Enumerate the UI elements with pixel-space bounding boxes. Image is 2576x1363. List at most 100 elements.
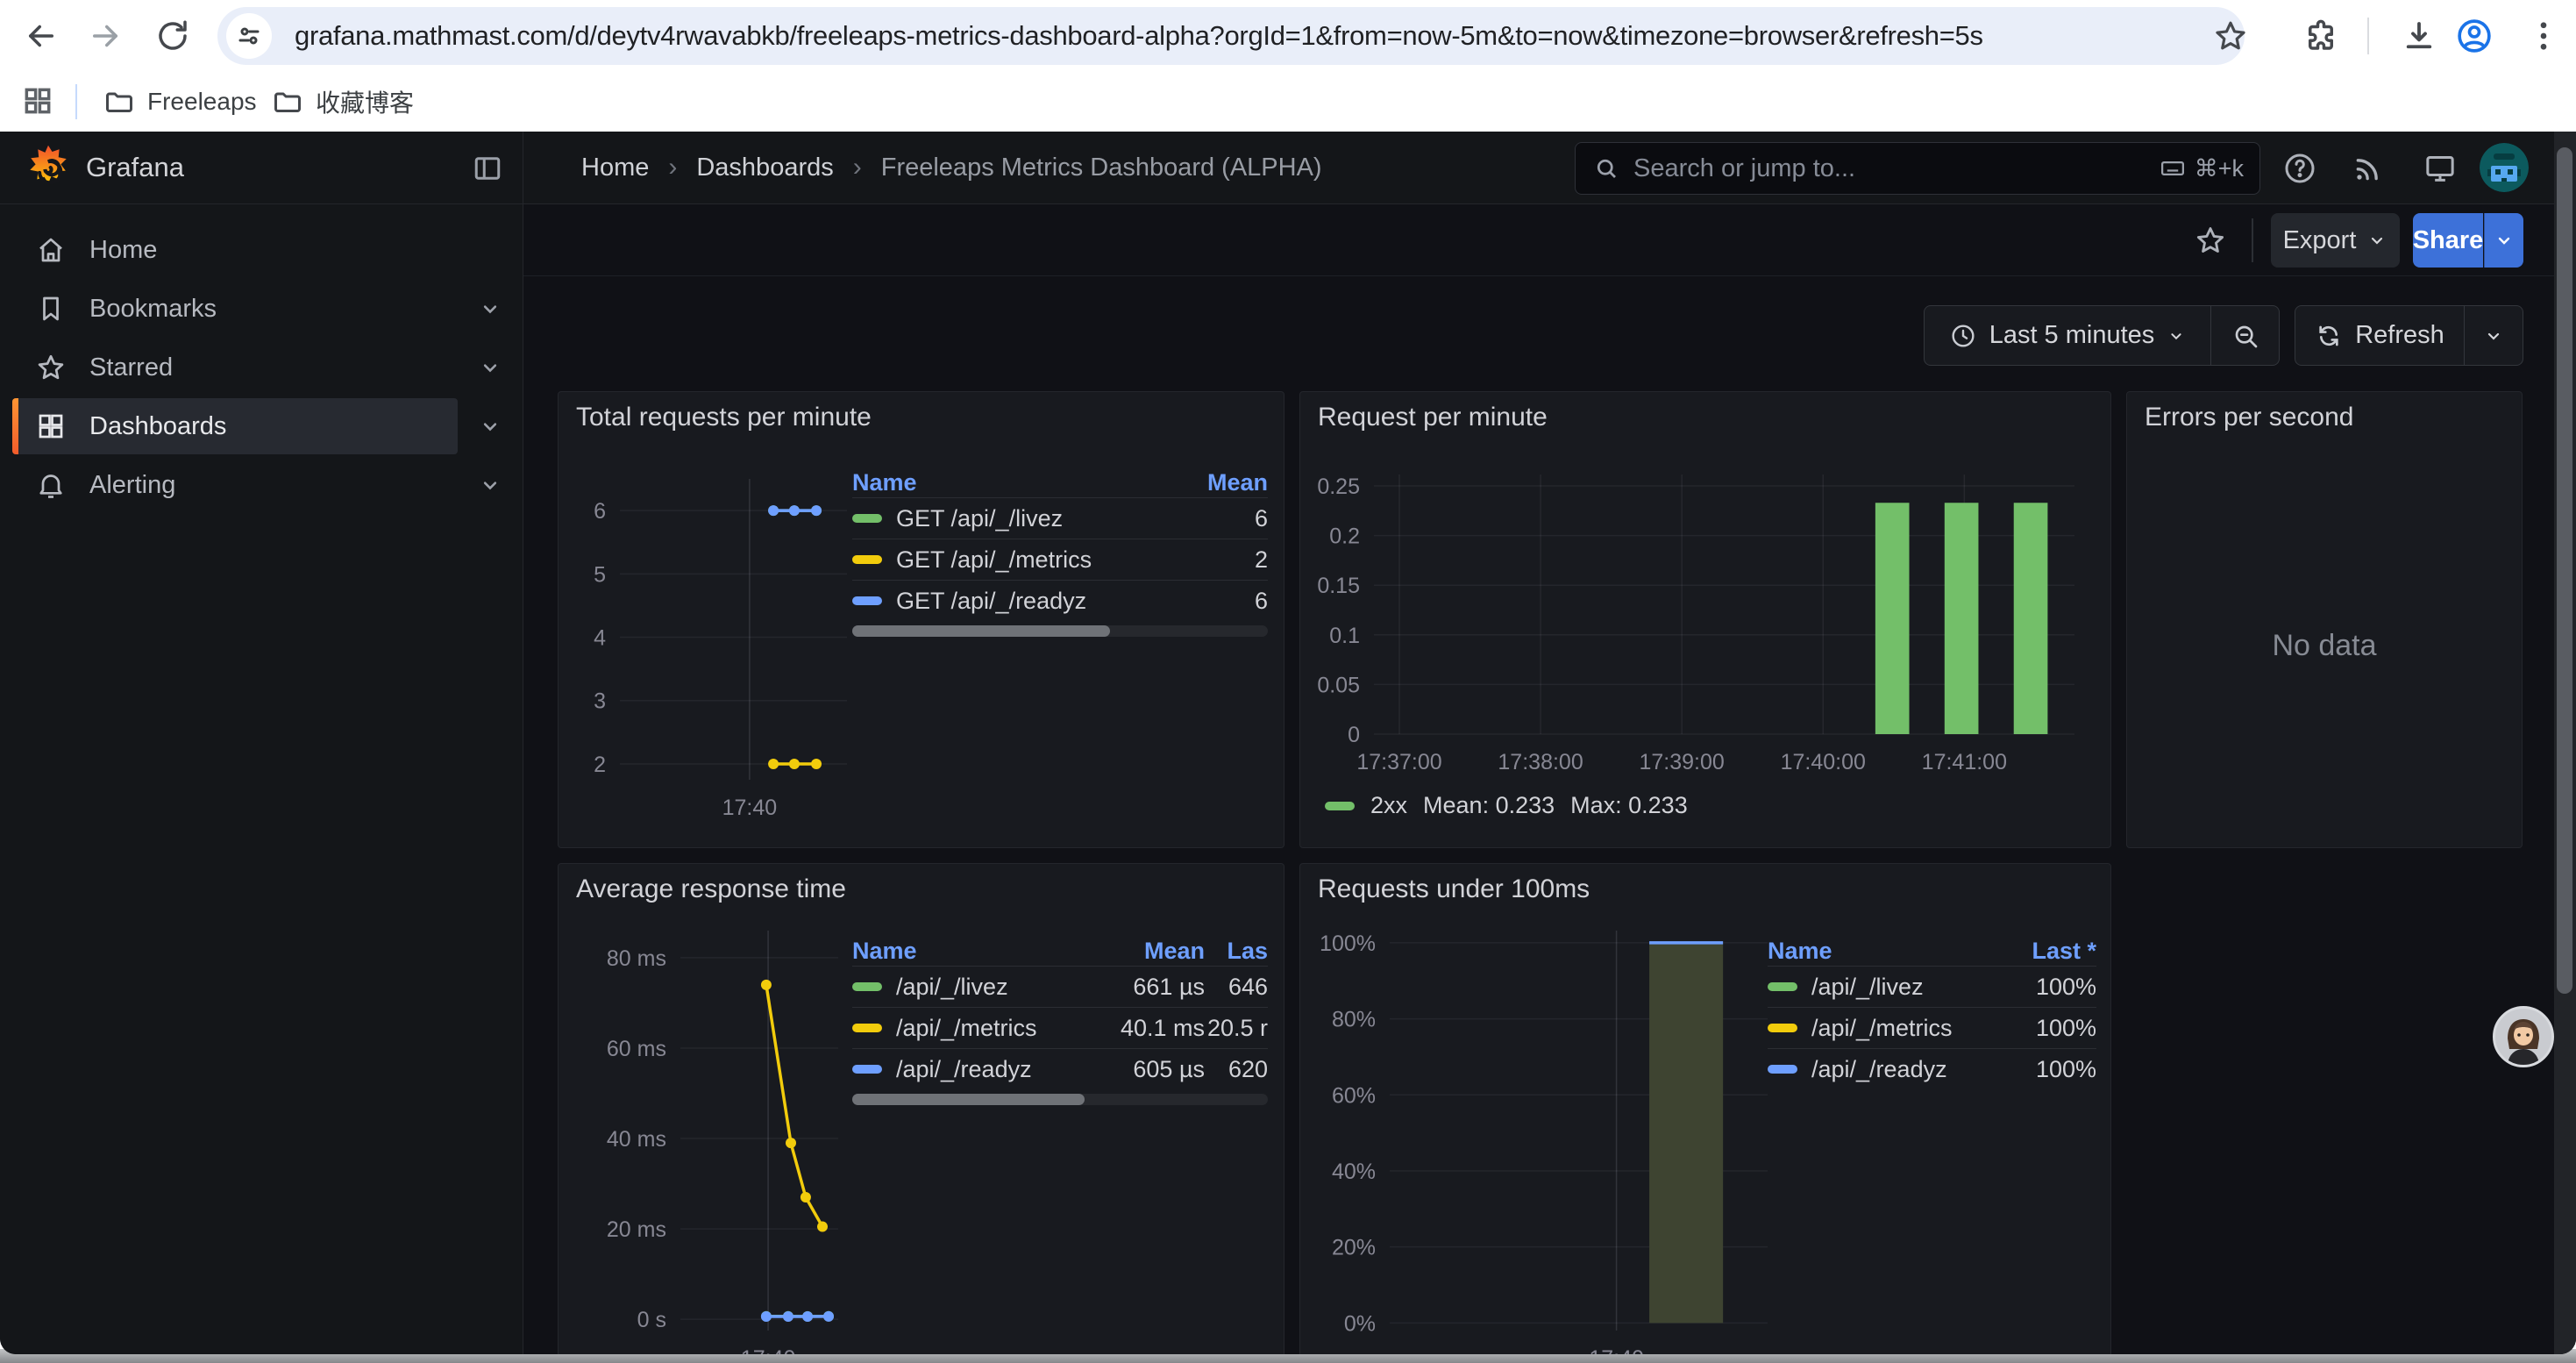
back-icon[interactable]: [23, 18, 60, 54]
dashboards-grid-icon: [39, 414, 63, 439]
chevron-down-icon[interactable]: [478, 355, 502, 380]
user-avatar[interactable]: [2480, 143, 2529, 192]
download-icon[interactable]: [2401, 18, 2437, 54]
scrollbar-thumb[interactable]: [2557, 147, 2572, 994]
extensions-icon[interactable]: [2302, 18, 2339, 54]
breadcrumb-separator: ›: [668, 153, 678, 182]
share-dropdown-button[interactable]: [2484, 213, 2523, 268]
series-name[interactable]: 2xx: [1370, 792, 1408, 818]
tv-mode-icon[interactable]: [2423, 151, 2458, 186]
panel-title[interactable]: Requests under 100ms: [1318, 874, 1590, 903]
bookmark-folder-freeleaps[interactable]: Freeleaps: [103, 82, 257, 121]
panel-request-per-minute: Request per minute 0.25 0.2 0.15 0.1 0.05 0 17…: [1299, 391, 2111, 848]
bookmark-label: 收藏博客: [316, 89, 415, 117]
legend-header-name[interactable]: Name: [852, 937, 917, 964]
clock-icon: [1952, 324, 1975, 347]
address-bar[interactable]: grafana.mathmast.com/d/deytv4rwavabkb/fr…: [217, 7, 2245, 65]
panel-title[interactable]: Total requests per minute: [576, 403, 872, 432]
legend-header-mean[interactable]: Mean: [1143, 937, 1205, 964]
dashboard-content: Export Share Last 5 minutes: [523, 204, 2576, 1354]
svg-text:0 s: 0 s: [637, 1308, 666, 1332]
sidebar-item-label: Home: [89, 235, 158, 264]
bookmark-star-icon[interactable]: [2212, 18, 2249, 54]
reload-icon[interactable]: [154, 18, 191, 54]
svg-text:60 ms: 60 ms: [607, 1037, 666, 1061]
bookmark-folder-blogs[interactable]: 收藏博客: [272, 82, 414, 121]
svg-text:5: 5: [594, 562, 606, 587]
favorite-star-icon[interactable]: [2194, 224, 2227, 257]
refresh-button[interactable]: Refresh: [2295, 306, 2464, 365]
breadcrumb-dashboards[interactable]: Dashboards: [696, 153, 834, 182]
legend-row: /api/_/readyz 605 µs 620: [852, 1048, 1268, 1089]
brand-label[interactable]: Grafana: [86, 152, 185, 182]
sidebar-item-dashboards[interactable]: Dashboards: [12, 398, 458, 454]
svg-text:4: 4: [594, 626, 606, 651]
chevron-down-icon[interactable]: [478, 296, 502, 321]
dock-sidebar-icon[interactable]: [472, 153, 503, 184]
request-per-minute-chart[interactable]: 0.25 0.2 0.15 0.1 0.05 0 17:37:00 17:38:00 17:39…: [1317, 475, 2074, 774]
legend-header-name[interactable]: Name: [852, 468, 917, 496]
profile-icon[interactable]: [2455, 17, 2492, 54]
series-mean: Mean: 0.233: [1423, 792, 1555, 818]
time-range-picker[interactable]: Last 5 minutes: [1925, 306, 2210, 365]
legend-header-last[interactable]: Las: [1227, 937, 1268, 964]
sidebar-item-label: Starred: [89, 353, 174, 382]
legend-row: /api/_/readyz 100%: [1768, 1048, 2096, 1089]
legend-row: GET /api/_/livez 6: [852, 497, 1268, 539]
chevron-down-icon[interactable]: [478, 473, 502, 497]
panel-title[interactable]: Average response time: [576, 874, 846, 903]
legend-header-last[interactable]: Last *: [2032, 937, 2096, 964]
help-icon[interactable]: [2282, 151, 2317, 186]
series-color-pill: [852, 596, 882, 605]
breadcrumb: Home › Dashboards › Freeleaps Metrics Da…: [581, 132, 1322, 203]
apps-grid-icon[interactable]: [21, 84, 58, 121]
legend-header-mean[interactable]: Mean: [1206, 468, 1268, 496]
search-input[interactable]: Search or jump to... ⌘+k: [1575, 142, 2260, 195]
floating-assistant-avatar[interactable]: [2493, 1006, 2554, 1067]
folder-icon: [274, 92, 301, 112]
search-placeholder: Search or jump to...: [1633, 153, 1856, 182]
svg-text:0.25: 0.25: [1317, 475, 1360, 499]
sidebar-item-label: Bookmarks: [89, 294, 217, 323]
legend-row: /api/_/metrics 40.1 ms 20.5 r: [852, 1007, 1268, 1048]
svg-text:100%: 100%: [1320, 931, 1376, 956]
panel-requests-under-100ms: Requests under 100ms 100%80%60%40%20%0%1…: [1299, 863, 2111, 1354]
legend-table: Name Last * /api/_/livez 100% /api/_/met…: [1768, 936, 2096, 1089]
search-shortcut: ⌘+k: [2160, 155, 2244, 182]
topbar-brand-section: Grafana: [0, 132, 523, 204]
legend-row: /api/_/metrics 100%: [1768, 1007, 2096, 1048]
requests-under-100ms-chart[interactable]: 100% 80% 60% 40% 20% 0% 17:40: [1320, 931, 1768, 1354]
sidebar-item-home[interactable]: Home: [12, 222, 458, 278]
export-button[interactable]: Export: [2271, 213, 2400, 268]
sidebar: Home Bookmarks Starred Dashboards: [0, 204, 523, 1354]
browser-toolbar: grafana.mathmast.com/d/deytv4rwavabkb/fr…: [0, 0, 2576, 72]
time-range-group: Last 5 minutes: [1924, 305, 2280, 366]
news-rss-icon[interactable]: [2351, 151, 2386, 186]
chevron-down-icon[interactable]: [478, 414, 502, 439]
total-requests-chart[interactable]: 6 5 4 3 2 17:40: [594, 479, 847, 820]
forward-icon[interactable]: [87, 18, 124, 54]
legend-scrollbar[interactable]: [852, 625, 1268, 637]
menu-dots-icon[interactable]: [2525, 18, 2562, 54]
panel-errors-per-second: Errors per second No data: [2126, 391, 2523, 848]
grafana-logo-icon[interactable]: [25, 144, 72, 191]
svg-text:17:40: 17:40: [722, 796, 778, 820]
sidebar-item-starred[interactable]: Starred: [12, 339, 458, 396]
bookmarks-bar: Freeleaps 收藏博客: [0, 72, 2576, 132]
url-text[interactable]: grafana.mathmast.com/d/deytv4rwavabkb/fr…: [295, 20, 1983, 51]
panel-title[interactable]: Request per minute: [1318, 403, 1548, 432]
breadcrumb-home[interactable]: Home: [581, 153, 650, 182]
site-settings-icon[interactable]: [226, 13, 272, 59]
legend-scrollbar[interactable]: [852, 1094, 1268, 1105]
svg-text:2: 2: [594, 753, 606, 777]
svg-text:80%: 80%: [1332, 1008, 1376, 1032]
sidebar-item-alerting[interactable]: Alerting: [12, 457, 458, 513]
average-response-time-chart[interactable]: 80 ms 60 ms 40 ms 20 ms 0 s 17:40: [607, 931, 838, 1354]
sidebar-item-bookmarks[interactable]: Bookmarks: [12, 281, 458, 337]
share-button[interactable]: Share: [2413, 213, 2483, 268]
panel-title[interactable]: Errors per second: [2145, 403, 2354, 432]
page-scrollbar[interactable]: [2554, 132, 2576, 1354]
zoom-out-button[interactable]: [2210, 306, 2279, 365]
refresh-interval-dropdown[interactable]: [2464, 306, 2523, 365]
legend-header-name[interactable]: Name: [1768, 937, 1832, 964]
